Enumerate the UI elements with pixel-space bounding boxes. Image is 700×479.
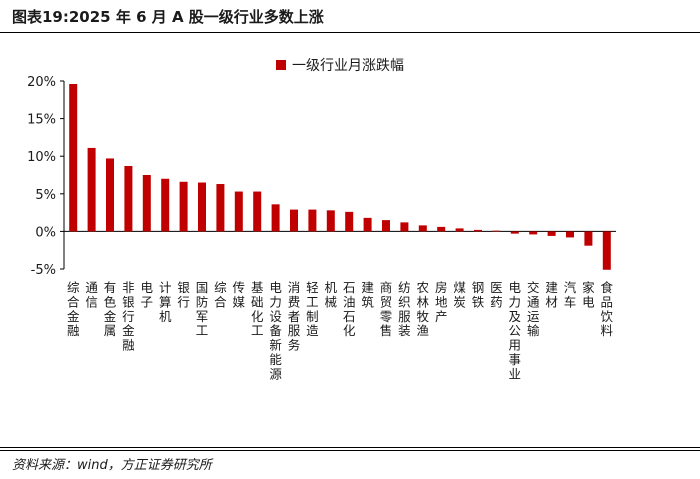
bar [234, 191, 243, 232]
x-category-label: 医药 [490, 280, 503, 309]
bar-chart: 20% 15% 10% 5% 0% -5% 综合金融通信有色金属非银行金融电子计算机银行国防… [27, 58, 616, 381]
bar [400, 222, 409, 232]
y-tick-label: 0% [35, 225, 56, 240]
bar [308, 209, 317, 232]
bar [216, 184, 225, 232]
y-tick-label: 20% [27, 75, 56, 90]
bar [437, 226, 446, 232]
bar [474, 229, 482, 232]
bar [87, 147, 96, 232]
y-tick-label: 15% [27, 113, 56, 128]
x-category-label: 综合金融 [67, 280, 80, 338]
x-category-label: 汽车 [564, 280, 577, 309]
bar [290, 209, 298, 232]
x-category-label: 通信 [85, 280, 98, 309]
x-category-label: 基础化工 [251, 280, 264, 338]
x-category-label: 有色金属 [104, 280, 117, 338]
bar [106, 158, 114, 232]
bar [510, 231, 519, 234]
x-category-label: 电力及公用事业 [509, 280, 522, 381]
bar [253, 191, 262, 232]
x-category-label: 农林牧渔 [417, 280, 430, 338]
bar [566, 231, 574, 238]
bar [142, 175, 151, 232]
x-category-label: 商贸零售 [380, 280, 393, 338]
bar [69, 84, 78, 232]
bar [584, 231, 593, 246]
bar [179, 181, 188, 232]
x-category-label: 银行 [177, 280, 190, 309]
bar [124, 165, 133, 232]
bar [382, 220, 390, 232]
y-tick-label: 5% [35, 188, 56, 203]
x-category-label: 建材 [545, 280, 558, 309]
legend-swatch [276, 60, 286, 70]
x-category-label: 纺织服装 [398, 280, 411, 338]
x-category-label: 国防军工 [196, 280, 209, 338]
legend-label: 一级行业月涨跌幅 [292, 58, 404, 74]
x-category-label: 食品饮料 [601, 280, 614, 338]
x-category-label: 房地产 [435, 280, 448, 324]
footer-divider-secondary [0, 450, 700, 451]
bar [455, 228, 464, 232]
x-category-label: 煤炭 [453, 280, 466, 309]
x-category-label: 石油石化 [343, 280, 356, 338]
bar [271, 204, 280, 232]
bar [418, 225, 427, 232]
bar [326, 210, 335, 232]
x-category-label: 建筑 [361, 280, 374, 309]
x-category-label: 综合 [214, 280, 227, 309]
y-tick-label: 10% [27, 150, 56, 165]
y-tick-label: -5% [31, 263, 56, 278]
x-category-label: 钢铁 [472, 280, 485, 309]
x-category-label: 轻工制造 [306, 280, 319, 338]
x-category-label: 消费者服务 [288, 280, 301, 353]
x-category-label: 计算机 [159, 280, 172, 324]
title-divider [0, 32, 700, 33]
x-category-label: 电子 [141, 280, 154, 309]
bar [547, 231, 556, 236]
bar [363, 217, 372, 232]
bar [345, 211, 354, 232]
bar [161, 178, 170, 232]
bar [602, 231, 611, 270]
bar [198, 182, 206, 232]
bar [492, 230, 501, 232]
x-category-label: 机械 [325, 280, 338, 309]
x-category-label: 传媒 [233, 280, 246, 309]
x-category-label: 交通运输 [527, 280, 540, 338]
figure-title: 图表19:2025 年 6 月 A 股一级行业多数上涨 [12, 8, 324, 26]
bar [529, 231, 538, 235]
source-note: 资料来源：wind，方正证券研究所 [12, 458, 212, 473]
x-category-label: 非银行金融 [122, 280, 135, 353]
x-category-label: 电力设备新能源 [269, 280, 282, 381]
x-category-label: 家电 [582, 280, 595, 309]
footer-divider [0, 447, 700, 448]
